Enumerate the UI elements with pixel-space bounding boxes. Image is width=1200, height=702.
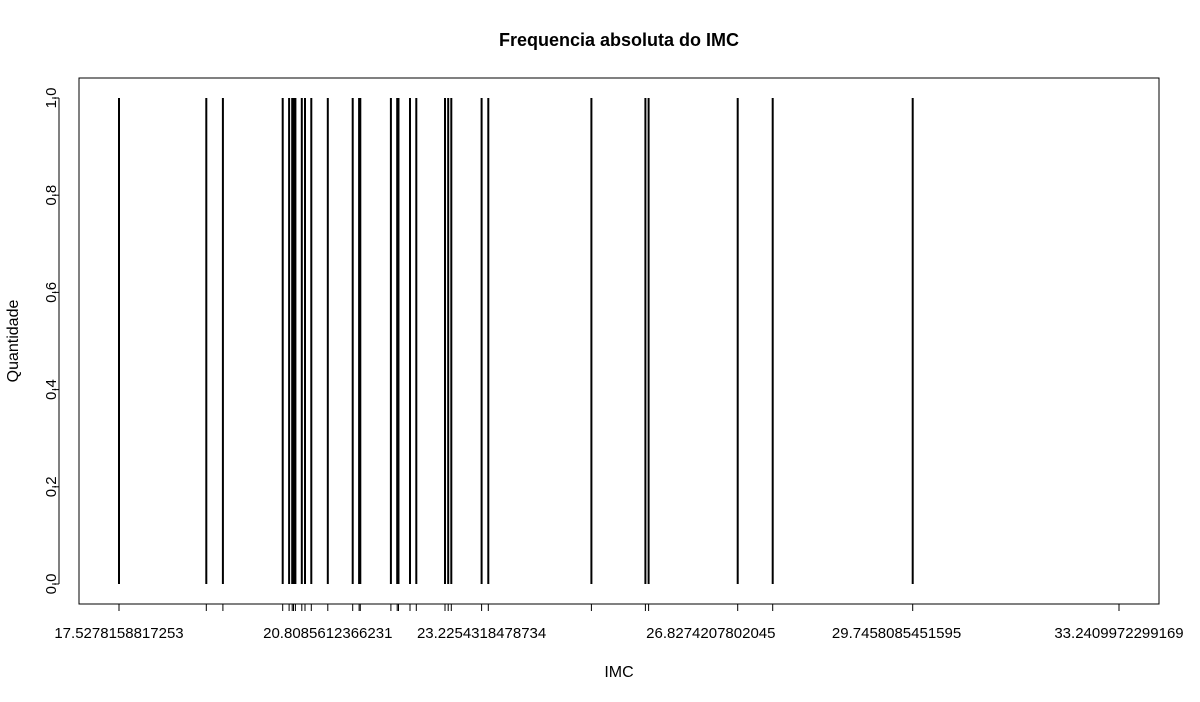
y-axis-label: Quantidade	[5, 300, 22, 383]
x-tick-label: 20.8085612366231	[263, 625, 392, 642]
x-tick-label: 17.5278158817253	[54, 625, 183, 642]
y-tick-label: 0.0	[43, 574, 60, 595]
bars-group	[118, 98, 914, 584]
plot-frame	[78, 77, 1160, 605]
y-tick-label: 0.2	[43, 476, 60, 497]
y-tick-label: 1.0	[43, 88, 60, 109]
y-tick-label: 0.4	[43, 379, 60, 400]
y-axis: 0.0 0.2 0.4 0.6 0.8 1.0	[43, 88, 60, 595]
x-axis: 17.5278158817253 20.8085612366231 23.22543…	[54, 603, 1184, 642]
y-tick-label: 0.6	[43, 282, 60, 303]
x-tick-label: 33.2409972299169	[1054, 625, 1183, 642]
x-axis-label: IMC	[604, 664, 633, 681]
x-tick-label: 23.2254318478734	[417, 625, 546, 642]
chart-title: Frequencia absoluta do IMC	[499, 30, 739, 50]
y-tick-label: 0.8	[43, 185, 60, 206]
x-tick-label: 26.8274207802045	[646, 625, 775, 642]
x-tick-label: 29.7458085451595	[832, 625, 961, 642]
